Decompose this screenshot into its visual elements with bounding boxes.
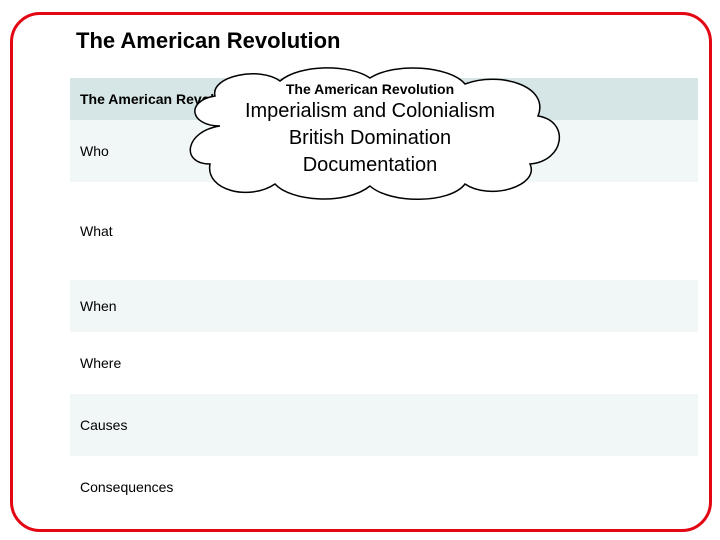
table-header: The American Revolution [70, 78, 698, 120]
row-value [210, 280, 698, 332]
table-row: Causes [70, 394, 698, 456]
table-row: Consequences [70, 456, 698, 518]
table-row: When [70, 280, 698, 332]
row-label-who: Who [70, 120, 210, 182]
row-label-where: Where [70, 332, 210, 394]
table-row: Who [70, 120, 698, 182]
row-value [210, 456, 698, 518]
page-title: The American Revolution [70, 28, 346, 54]
table-row: Where [70, 332, 698, 394]
row-label-consequences: Consequences [70, 456, 210, 518]
row-label-what: What [70, 182, 210, 280]
content-table: The American Revolution Who What When Wh… [70, 78, 698, 518]
row-value [210, 332, 698, 394]
content-table-wrap: The American Revolution Who What When Wh… [70, 78, 698, 518]
row-label-causes: Causes [70, 394, 210, 456]
row-value [210, 394, 698, 456]
table-row: What [70, 182, 698, 280]
row-value [210, 120, 698, 182]
row-value [210, 182, 698, 280]
row-label-when: When [70, 280, 210, 332]
